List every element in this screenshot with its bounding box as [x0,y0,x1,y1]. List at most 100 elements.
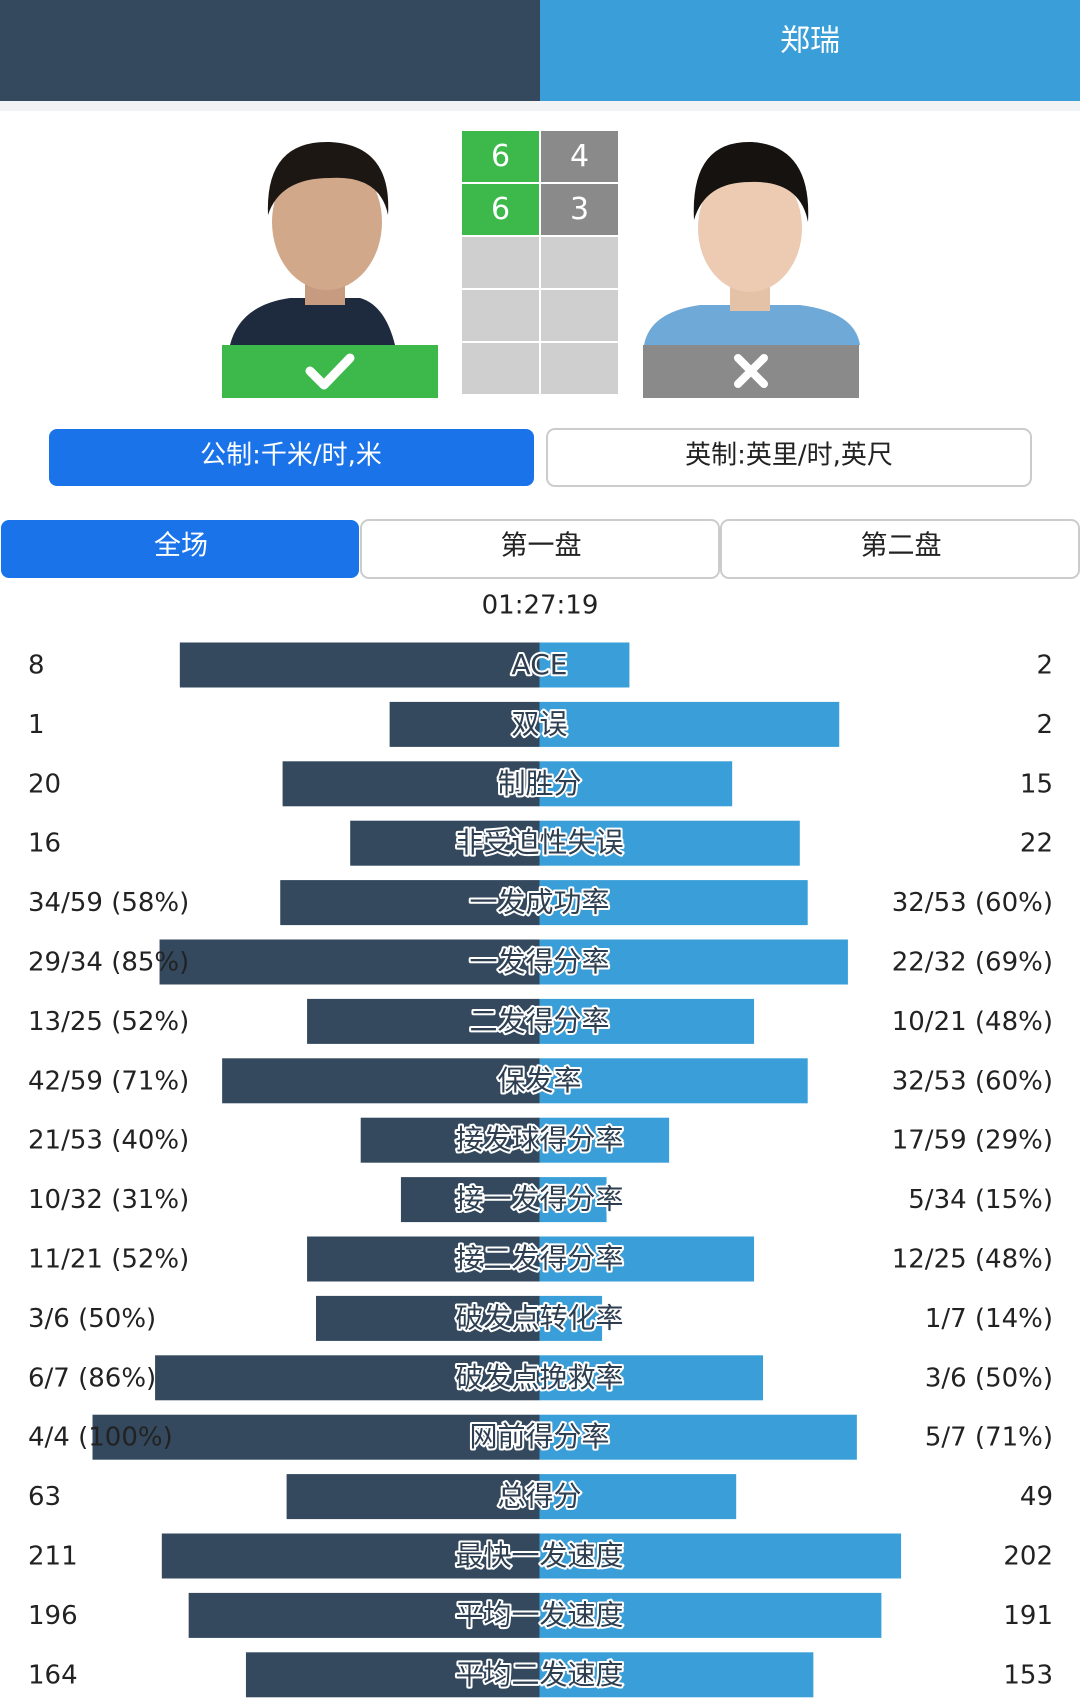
right-player-photo [644,141,860,345]
winner-badge [222,345,438,398]
right-value: 10/21 (48%) [892,1007,1053,1037]
left-value: 13/25 (52%) [28,1007,189,1037]
tab[interactable] [720,519,1080,579]
left-value: 34/59 (58%) [28,888,189,918]
left-value: 10/32 (31%) [28,1185,189,1215]
right-value: 5/7 (71%) [925,1423,1053,1453]
right-value: 2 [1036,710,1053,740]
tabs: 全场 第一盘 第二盘 [1,519,1080,579]
right-bar [539,1058,808,1104]
right-bar [539,1355,763,1401]
right-value: 153 [1003,1660,1053,1690]
left-bar [159,939,540,985]
left-bar [350,820,540,866]
right-value: 5/34 (15%) [908,1185,1053,1215]
right-bar [539,880,808,926]
x-icon [734,354,768,388]
right-bar [539,701,840,747]
stat-name: 双误 [511,707,567,740]
right-value: 22 [1020,829,1053,859]
stat-name: 一发成功率 [469,886,609,919]
metric-button[interactable] [49,429,534,486]
stats: 8 2 ACE 1 2 双误 20 15 制胜分 16 22 非受迫性失误 34/59 (58%) 32/… [28,642,1053,1698]
tab[interactable] [1,520,359,578]
set-score: 6 [491,192,510,227]
left-bar [316,1295,540,1341]
right-value: 1/7 (14%) [925,1304,1053,1334]
tab[interactable] [360,519,720,579]
right-bar [539,1236,755,1282]
left-bar [360,1117,540,1163]
left-value: 211 [28,1542,78,1572]
left-bar [222,1058,540,1104]
score-cell [541,184,618,235]
metric-label: 公制:千米/时,米 [200,441,382,471]
left-bar [245,1652,540,1698]
stat-name: 非受迫性失误 [455,826,623,859]
tab-label: 第二盘 [861,531,942,562]
imperial-button[interactable] [546,428,1032,487]
stat-name: 二发得分率 [469,1004,609,1037]
set-score: 3 [570,192,589,227]
right-value: 12/25 (48%) [892,1245,1053,1275]
left-bar [282,761,540,807]
stat-name: 保发率 [497,1064,581,1097]
right-bar [539,761,733,807]
score-cell [462,131,539,182]
score-cell [541,131,618,182]
left-value: 16 [28,829,61,859]
right-value: 3/6 (50%) [925,1363,1053,1393]
right-bar [539,642,630,688]
right-bar [539,820,800,866]
left-value: 29/34 (85%) [28,948,189,978]
right-player-name: 郑瑞 [780,24,840,59]
left-player-photo [230,141,400,345]
stat-name: 接一发得分率 [455,1183,623,1216]
set-score: 6 [491,139,510,174]
left-value: 8 [28,651,45,681]
imperial-label: 英制:英里/时,英尺 [685,441,893,471]
left-bar [179,642,540,688]
left-value: 3/6 (50%) [28,1304,156,1334]
left-bar [307,998,540,1044]
duration: 01:27:19 [482,591,599,621]
score-cell [541,343,618,394]
right-bar [539,1295,603,1341]
stat-name: 一发得分率 [469,945,609,978]
right-value: 49 [1020,1482,1053,1512]
left-bar [400,1177,540,1223]
score-cell [462,184,539,235]
right-bar [539,1592,882,1638]
left-value: 11/21 (52%) [28,1245,189,1275]
stat-name: 最快一发速度 [455,1539,623,1572]
right-bar [539,1414,857,1460]
left-value: 4/4 (100%) [28,1423,173,1453]
stat-name: 平均一发速度 [455,1598,623,1631]
left-bar [155,1355,540,1401]
stat-name: 平均二发速度 [455,1658,623,1691]
right-value: 22/32 (69%) [892,948,1053,978]
stat-name: 破发点转化率 [455,1301,623,1334]
left-bar [280,880,540,926]
right-value: 202 [1003,1542,1053,1572]
stat-name: 接发球得分率 [455,1123,623,1156]
right-bar [539,1652,814,1698]
score-grid: 6 4 6 3 [462,131,618,394]
stat-name: 制胜分 [497,767,581,800]
stat-name: 总得分 [497,1480,581,1513]
check-icon [305,353,355,390]
left-bar [389,701,540,747]
stat-name: 接二发得分率 [455,1242,623,1275]
right-value: 2 [1036,651,1053,681]
right-value: 15 [1020,769,1053,799]
left-bar [307,1236,540,1282]
left-value: 20 [28,769,61,799]
left-header [0,0,540,101]
left-bar [92,1414,540,1460]
stat-name: 网前得分率 [469,1420,609,1453]
right-header[interactable] [540,0,1080,101]
stat-name: 破发点挽救率 [455,1361,623,1394]
stat-name: ACE [512,648,568,681]
tab-label: 全场 [154,531,208,562]
